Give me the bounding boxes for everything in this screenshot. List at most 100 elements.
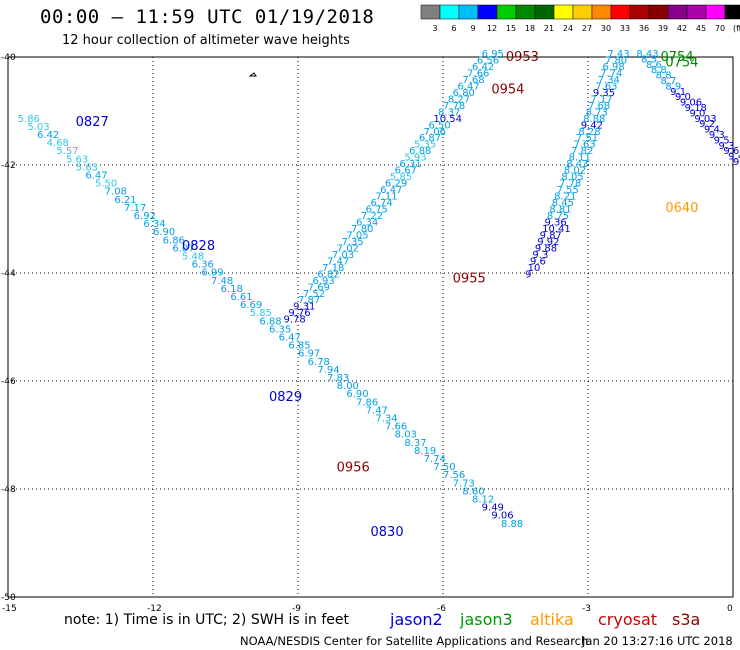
swh-value-track-b: 6.88 xyxy=(409,146,431,157)
swh-value-track-d: 8.43 xyxy=(636,49,658,60)
swh-value-track-d: 9.3 xyxy=(719,141,735,152)
lon-tick-label: -3 xyxy=(582,604,591,614)
pass-time-label: 0829 xyxy=(269,390,302,405)
colorbar-swatch xyxy=(610,4,631,20)
swh-value-track-b: 6.95 xyxy=(482,49,504,60)
pass-time-label: 0954 xyxy=(491,82,524,97)
swh-value-track-c: 9.88 xyxy=(535,243,557,254)
swh-value-track-a: 7.83 xyxy=(327,373,349,384)
colorbar-label: 30 xyxy=(601,24,611,33)
legend-jason3: jason3 xyxy=(460,610,513,629)
swh-value-track-c: 8.45 xyxy=(552,198,574,209)
swh-value-track-b: 7.18 xyxy=(322,263,344,274)
generated-timestamp: Jan 20 13:27:16 UTC 2018 xyxy=(582,634,733,648)
swh-value-track-a: 6.35 xyxy=(269,324,291,335)
swh-value-track-a: 6.47 xyxy=(85,171,107,182)
plot-frame xyxy=(7,56,734,598)
swh-value-track-a: 6.69 xyxy=(240,300,262,311)
lat-tick-label: -50 xyxy=(1,593,16,603)
swh-value-track-c: 8.73 xyxy=(586,107,608,118)
swh-value-track-c: 9.36 xyxy=(545,217,567,228)
colorbar-swatch xyxy=(648,4,669,20)
swh-value-track-a: 7.08 xyxy=(105,187,127,198)
colorbar-swatch xyxy=(458,4,479,20)
swh-value-track-b: 7.52 xyxy=(303,289,325,300)
swh-value-track-b: 6.47 xyxy=(380,185,402,196)
swh-value-track-a: 6.85 xyxy=(288,341,310,352)
swh-value-track-c: 9 xyxy=(525,269,531,280)
pass-time-label: 0640 xyxy=(665,201,698,216)
colorbar-swatch xyxy=(553,4,574,20)
swh-value-track-d: 9.18 xyxy=(685,103,707,114)
swh-value-track-c: 8.21 xyxy=(554,192,576,203)
lat-tick-label: -44 xyxy=(1,269,16,279)
pass-time-label: 0956 xyxy=(337,460,370,475)
swh-value-track-b: 6.56 xyxy=(477,55,499,66)
colorbar-label: 42 xyxy=(677,24,687,33)
swh-value-track-c: 10.41 xyxy=(542,224,571,235)
swh-value-track-b: 9.76 xyxy=(288,308,310,319)
lat-tick-label: -42 xyxy=(1,161,16,171)
colorbar-swatch xyxy=(496,4,517,20)
swh-value-track-b: 7.22 xyxy=(361,211,383,222)
colorbar-label: 21 xyxy=(544,24,554,33)
swh-value-track-c: 9.6 xyxy=(530,256,546,267)
island-marker xyxy=(248,72,257,77)
colorbar-label: 24 xyxy=(563,24,573,33)
swh-value-track-b: 7.87 xyxy=(298,295,320,306)
swh-value-track-b: 7.66 xyxy=(467,68,489,79)
swh-value-track-a: 6.92 xyxy=(134,211,156,222)
lon-tick-label: 0 xyxy=(727,604,733,614)
swh-value-track-a: 6.18 xyxy=(221,284,243,295)
swh-value-track-c: 9.92 xyxy=(537,237,559,248)
pass-time-label: 0955 xyxy=(453,271,486,286)
swh-value-track-d: 9.5 xyxy=(714,135,730,146)
swh-value-track-c: 7.78 xyxy=(559,179,581,190)
colorbar-swatch xyxy=(667,4,688,20)
swh-value-track-d: 8.9 xyxy=(665,81,681,92)
lat-tick-label: -48 xyxy=(1,485,16,495)
swh-value-track-b: 6.42 xyxy=(472,62,494,73)
swh-value-track-a: 5.85 xyxy=(250,308,272,319)
swh-value-track-d: 9.2 xyxy=(733,157,740,168)
swh-value-track-b: 6.82 xyxy=(317,269,339,280)
swh-value-track-a: 8.03 xyxy=(395,430,417,441)
swh-value-track-b: 10.54 xyxy=(433,114,462,125)
swh-value-track-b: 7.69 xyxy=(308,282,330,293)
lon-tick-label: -6 xyxy=(437,604,446,614)
footer-note: note: 1) Time is in UTC; 2) SWH is in fe… xyxy=(64,612,350,628)
swh-value-track-a: 6.21 xyxy=(114,195,136,206)
pass-time-label: 0828 xyxy=(182,239,215,254)
swh-value-track-c: 7.74 xyxy=(600,68,622,79)
colorbar-label: 15 xyxy=(506,24,516,33)
colorbar-label: 9 xyxy=(470,24,475,33)
pass-time-label: 0827 xyxy=(76,115,109,130)
swh-value-track-b: 7.80 xyxy=(351,224,373,235)
swh-value-track-a: 6.78 xyxy=(308,357,330,368)
swh-value-track-c: 7.63 xyxy=(595,81,617,92)
swh-value-track-a: 7.56 xyxy=(443,470,465,481)
swh-value-track-c: 7.63 xyxy=(574,140,596,151)
page-title: 00:00 – 11:59 UTC 01/19/2018 xyxy=(40,6,375,28)
swh-value-track-c: 7.17 xyxy=(590,94,612,105)
swh-value-track-a: 6.88 xyxy=(259,316,281,327)
swh-value-track-b: 6.75 xyxy=(366,205,388,216)
swh-value-track-a: 6.90 xyxy=(153,227,175,238)
swh-value-track-b: 7.35 xyxy=(342,237,364,248)
swh-value-track-a: 5.86 xyxy=(18,114,40,125)
lat-tick-label: -40 xyxy=(1,53,16,63)
pass-time-label: 0754 xyxy=(661,50,694,65)
swh-value-track-c: 7.55 xyxy=(557,185,579,196)
swh-value-track-c: 8.02 xyxy=(564,166,586,177)
lon-tick-label: -15 xyxy=(2,604,17,614)
swh-value-track-a: 6.34 xyxy=(143,219,165,230)
swh-value-track-b: 7.05 xyxy=(346,230,368,241)
swh-value-track-a: 7.48 xyxy=(211,276,233,287)
swh-value-track-a: 7.74 xyxy=(424,454,446,465)
swh-value-track-d: 9.06 xyxy=(680,98,702,109)
swh-value-track-b: 8.37 xyxy=(438,107,460,118)
swh-value-track-c: 8.28 xyxy=(578,127,600,138)
swh-value-track-b: 6.67 xyxy=(395,166,417,177)
